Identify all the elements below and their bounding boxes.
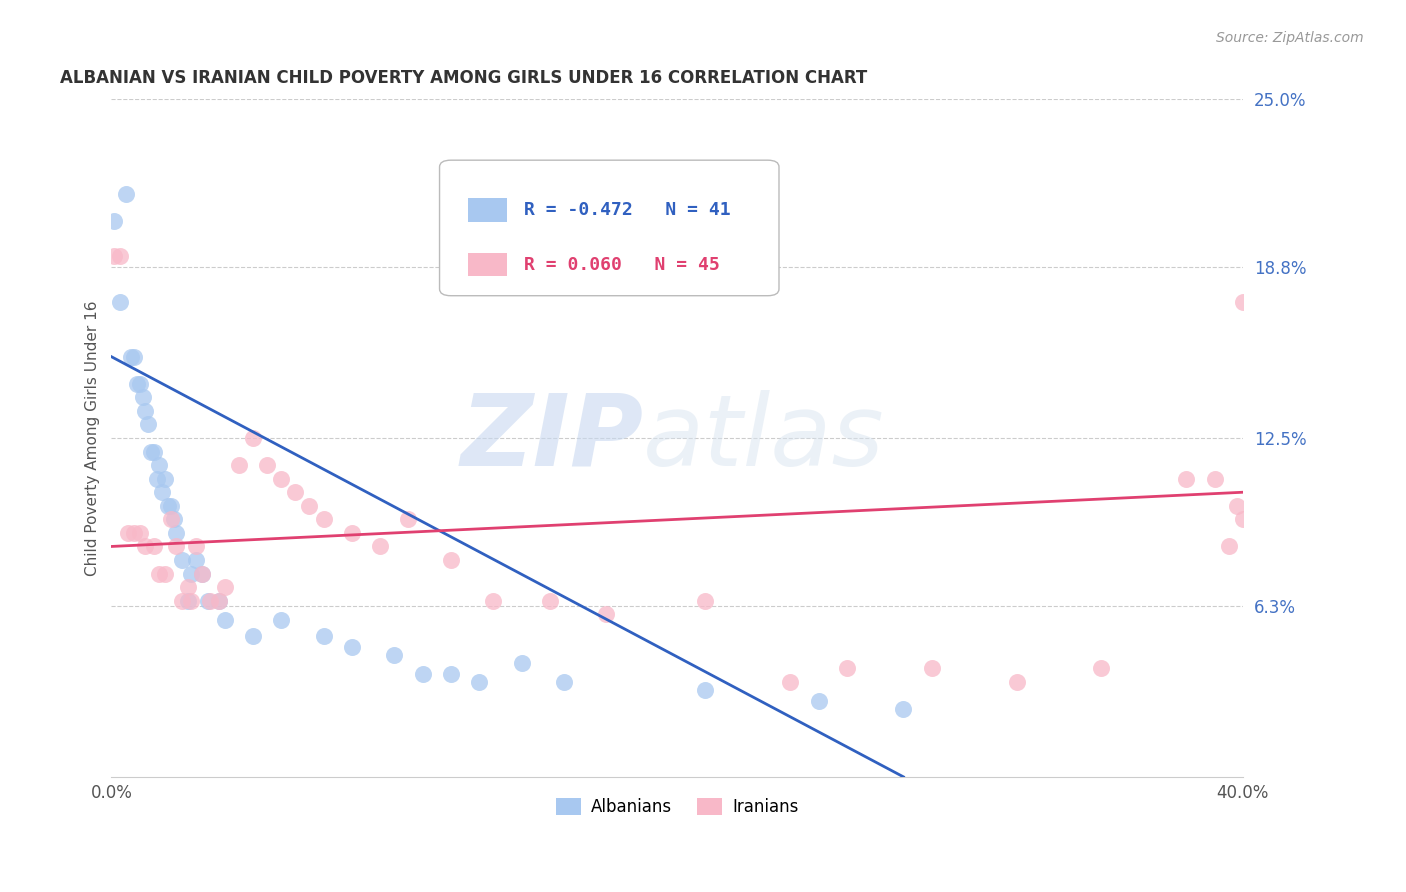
Point	[134, 404, 156, 418]
Point	[553, 675, 575, 690]
Point	[177, 593, 200, 607]
Point	[312, 629, 335, 643]
Point	[214, 613, 236, 627]
Point	[150, 485, 173, 500]
Point	[148, 458, 170, 472]
Point	[122, 350, 145, 364]
Point	[893, 702, 915, 716]
Point	[114, 187, 136, 202]
Point	[128, 525, 150, 540]
Point	[368, 540, 391, 554]
Point	[128, 376, 150, 391]
Point	[695, 593, 717, 607]
Point	[103, 214, 125, 228]
Point	[136, 417, 159, 432]
FancyBboxPatch shape	[440, 161, 779, 296]
Point	[208, 593, 231, 607]
Text: R = -0.472   N = 41: R = -0.472 N = 41	[524, 201, 731, 219]
Point	[1005, 675, 1028, 690]
Point	[180, 593, 202, 607]
Point	[312, 512, 335, 526]
Point	[159, 512, 181, 526]
Point	[172, 593, 194, 607]
Point	[921, 661, 943, 675]
Point	[191, 566, 214, 581]
Point	[256, 458, 278, 472]
Point	[153, 566, 176, 581]
Point	[186, 553, 208, 567]
Point	[142, 444, 165, 458]
Point	[125, 376, 148, 391]
Text: atlas: atlas	[643, 390, 884, 486]
Point	[270, 472, 292, 486]
Point	[1226, 499, 1249, 513]
Point	[120, 350, 142, 364]
Y-axis label: Child Poverty Among Girls Under 16: Child Poverty Among Girls Under 16	[86, 301, 100, 575]
Point	[108, 249, 131, 263]
Point	[108, 295, 131, 310]
Point	[166, 525, 188, 540]
Point	[1175, 472, 1198, 486]
Point	[482, 593, 505, 607]
Text: Source: ZipAtlas.com: Source: ZipAtlas.com	[1216, 31, 1364, 45]
Point	[242, 431, 264, 445]
Text: R = 0.060   N = 45: R = 0.060 N = 45	[524, 255, 720, 274]
Point	[156, 499, 179, 513]
Point	[510, 656, 533, 670]
Point	[340, 640, 363, 654]
Point	[1090, 661, 1112, 675]
Point	[228, 458, 250, 472]
Point	[153, 472, 176, 486]
Point	[191, 566, 214, 581]
Point	[139, 444, 162, 458]
Point	[1218, 540, 1240, 554]
Point	[142, 540, 165, 554]
Point	[396, 512, 419, 526]
Point	[163, 512, 186, 526]
Point	[208, 593, 231, 607]
Point	[835, 661, 858, 675]
Text: ZIP: ZIP	[460, 390, 643, 486]
Point	[103, 249, 125, 263]
Point	[284, 485, 307, 500]
Point	[200, 593, 222, 607]
Point	[172, 553, 194, 567]
Legend: Albanians, Iranians: Albanians, Iranians	[550, 791, 806, 822]
Point	[440, 553, 463, 567]
Point	[122, 525, 145, 540]
Point	[538, 593, 561, 607]
Point	[440, 666, 463, 681]
Point	[468, 675, 491, 690]
Point	[214, 580, 236, 594]
Point	[382, 648, 405, 662]
Point	[197, 593, 219, 607]
Point	[148, 566, 170, 581]
FancyBboxPatch shape	[468, 198, 508, 221]
Point	[145, 472, 167, 486]
Point	[1232, 295, 1254, 310]
Point	[270, 613, 292, 627]
Point	[807, 694, 830, 708]
Point	[177, 580, 200, 594]
Point	[695, 683, 717, 698]
Point	[180, 566, 202, 581]
Point	[595, 607, 617, 622]
Point	[117, 525, 139, 540]
Point	[131, 390, 153, 404]
Point	[159, 499, 181, 513]
Point	[166, 540, 188, 554]
Point	[186, 540, 208, 554]
Point	[412, 666, 434, 681]
Point	[242, 629, 264, 643]
Point	[1232, 512, 1254, 526]
Point	[340, 525, 363, 540]
FancyBboxPatch shape	[468, 252, 508, 277]
Point	[779, 675, 801, 690]
Point	[298, 499, 321, 513]
Point	[134, 540, 156, 554]
Point	[1204, 472, 1226, 486]
Text: ALBANIAN VS IRANIAN CHILD POVERTY AMONG GIRLS UNDER 16 CORRELATION CHART: ALBANIAN VS IRANIAN CHILD POVERTY AMONG …	[60, 69, 868, 87]
